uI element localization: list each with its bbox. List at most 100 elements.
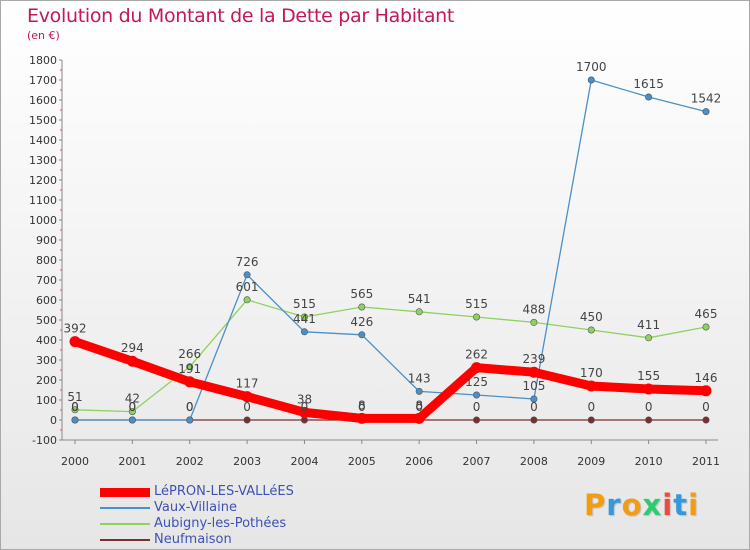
y-tick-label: 200 bbox=[36, 374, 57, 387]
data-point bbox=[243, 271, 251, 279]
data-label: 1542 bbox=[691, 92, 722, 106]
data-label: 42 bbox=[125, 392, 140, 406]
chart-title: Evolution du Montant de la Dette par Hab… bbox=[27, 5, 455, 27]
data-label: 294 bbox=[121, 341, 144, 355]
data-label: 1615 bbox=[633, 77, 664, 91]
data-point bbox=[71, 406, 79, 414]
data-label: 105 bbox=[522, 379, 545, 393]
data-point bbox=[530, 318, 538, 326]
data-point bbox=[585, 380, 597, 392]
data-label: 0 bbox=[186, 400, 194, 414]
data-label: 1700 bbox=[576, 60, 607, 74]
y-tick-label: 400 bbox=[36, 334, 57, 347]
data-label: 0 bbox=[129, 400, 137, 414]
y-tick-label: 1700 bbox=[29, 74, 57, 87]
logo-letter: r bbox=[606, 488, 622, 522]
data-point bbox=[243, 296, 251, 304]
data-label: 426 bbox=[350, 315, 373, 329]
data-label: 0 bbox=[415, 400, 423, 414]
data-point bbox=[471, 362, 483, 374]
data-label: 0 bbox=[645, 400, 653, 414]
data-point bbox=[587, 76, 595, 84]
y-tick-label: 1300 bbox=[29, 154, 57, 167]
data-label: 411 bbox=[637, 318, 660, 332]
data-label: 125 bbox=[465, 375, 488, 389]
logo-letter: t bbox=[673, 488, 689, 522]
data-label: 441 bbox=[293, 312, 316, 326]
data-point bbox=[69, 336, 81, 348]
y-tick-label: 600 bbox=[36, 294, 57, 307]
data-point bbox=[415, 387, 423, 395]
data-label: 51 bbox=[67, 390, 82, 404]
data-point bbox=[358, 331, 366, 339]
data-point bbox=[645, 93, 653, 101]
logo-letter: i bbox=[662, 488, 674, 522]
y-tick-label: 800 bbox=[36, 254, 57, 267]
legend-label: Vaux-Villaine bbox=[154, 500, 237, 515]
y-tick-label: 100 bbox=[36, 394, 57, 407]
y-tick-label: 1600 bbox=[29, 94, 57, 107]
data-label: 8 bbox=[415, 398, 423, 412]
data-point bbox=[702, 416, 710, 424]
data-label: 0 bbox=[129, 400, 137, 414]
data-point bbox=[473, 391, 481, 399]
x-tick-label: 2003 bbox=[233, 455, 261, 468]
data-label: 191 bbox=[178, 362, 201, 376]
data-point bbox=[298, 406, 310, 418]
data-label: 0 bbox=[243, 400, 251, 414]
data-point bbox=[300, 313, 308, 321]
data-label: 392 bbox=[64, 322, 87, 336]
legend-swatch bbox=[100, 539, 150, 541]
data-point bbox=[358, 303, 366, 311]
y-tick-label: 1000 bbox=[29, 214, 57, 227]
logo-letter: i bbox=[688, 488, 700, 522]
data-point bbox=[645, 334, 653, 342]
data-label: 0 bbox=[71, 400, 79, 414]
data-point bbox=[645, 416, 653, 424]
data-point bbox=[243, 416, 251, 424]
data-point bbox=[184, 376, 196, 388]
data-label: 0 bbox=[473, 400, 481, 414]
data-point bbox=[126, 355, 138, 367]
legend-label: Aubigny-les-Pothées bbox=[154, 516, 287, 531]
data-point bbox=[528, 366, 540, 378]
data-label: 601 bbox=[236, 280, 259, 294]
legend-swatch bbox=[100, 487, 150, 497]
y-tick-label: 700 bbox=[36, 274, 57, 287]
data-point bbox=[356, 412, 368, 424]
data-label: 0 bbox=[702, 400, 710, 414]
data-point bbox=[587, 416, 595, 424]
data-label: 8 bbox=[358, 398, 366, 412]
data-point bbox=[413, 412, 425, 424]
x-tick-label: 2010 bbox=[635, 455, 663, 468]
x-tick-label: 2008 bbox=[520, 455, 548, 468]
logo-letter: x bbox=[642, 488, 663, 522]
legend-label: Neufmaison bbox=[154, 532, 232, 547]
chart-subtitle: (en €) bbox=[27, 29, 60, 42]
data-label: 146 bbox=[695, 371, 718, 385]
data-point bbox=[530, 416, 538, 424]
x-tick-label: 2005 bbox=[348, 455, 376, 468]
data-label: 0 bbox=[358, 400, 366, 414]
y-tick-label: 1800 bbox=[29, 54, 57, 67]
y-tick-label: 1200 bbox=[29, 174, 57, 187]
proxiti-logo: Proxiti bbox=[584, 488, 699, 522]
data-label: 541 bbox=[408, 292, 431, 306]
data-label: 0 bbox=[71, 400, 79, 414]
logo-letter: o bbox=[621, 488, 643, 522]
data-label: 155 bbox=[637, 369, 660, 383]
y-tick-label: 300 bbox=[36, 354, 57, 367]
legend-swatch bbox=[100, 507, 150, 509]
logo-letter: P bbox=[584, 488, 607, 522]
data-label: 515 bbox=[465, 297, 488, 311]
data-label: 726 bbox=[236, 255, 259, 269]
series-line bbox=[70, 337, 711, 423]
data-label: 170 bbox=[580, 366, 603, 380]
data-label: 465 bbox=[695, 307, 718, 321]
data-point bbox=[300, 328, 308, 336]
data-label: 262 bbox=[465, 348, 488, 362]
data-label: 0 bbox=[530, 400, 538, 414]
data-label: 117 bbox=[236, 377, 259, 391]
x-tick-label: 2006 bbox=[405, 455, 433, 468]
